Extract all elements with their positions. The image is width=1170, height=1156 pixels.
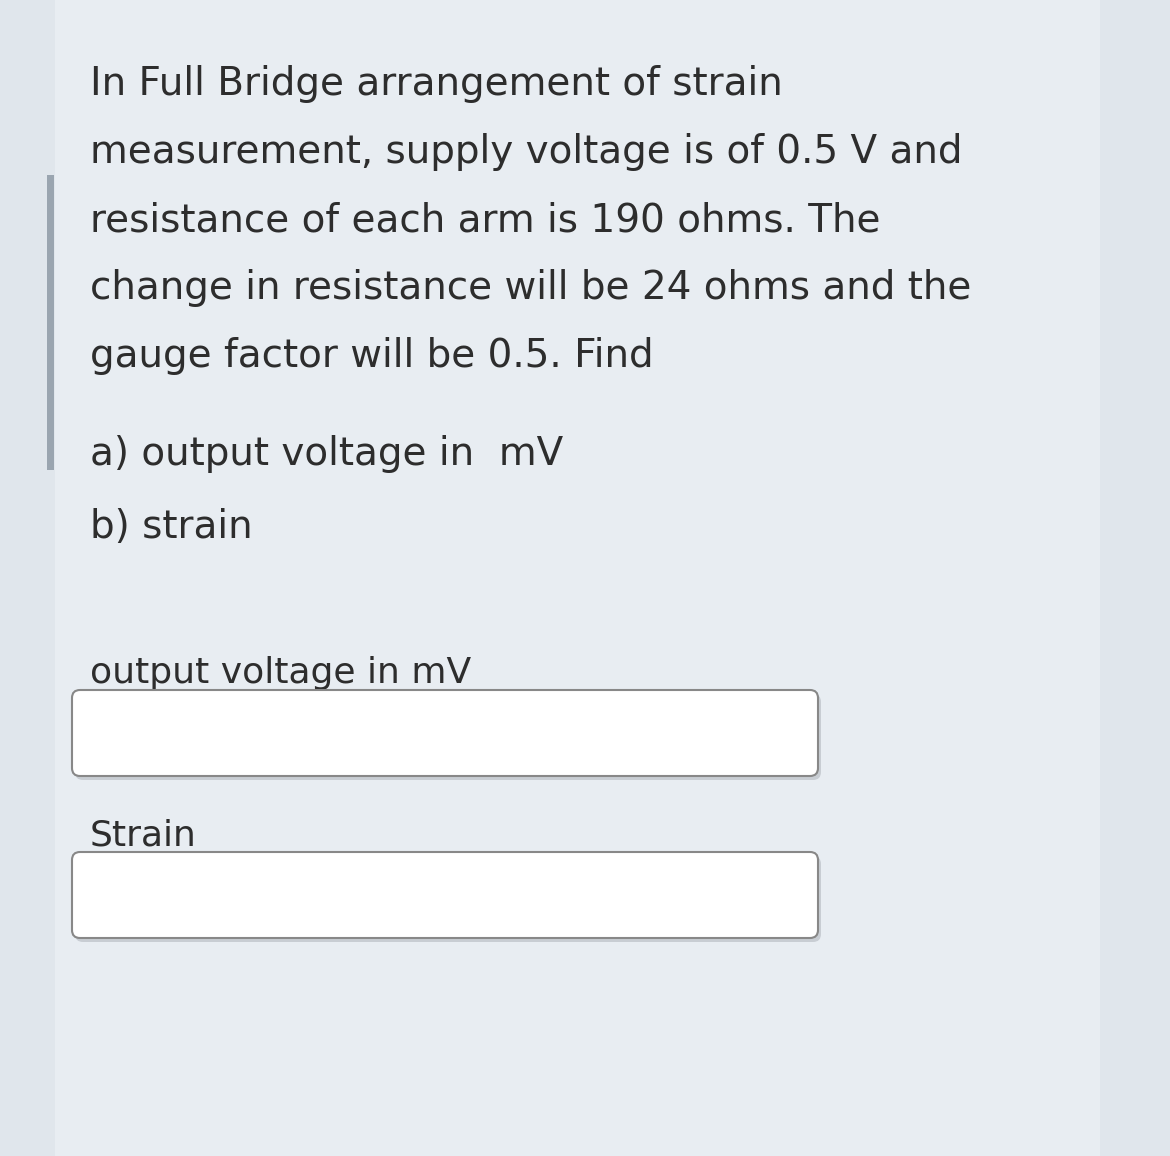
Bar <box>0 0 55 1156</box>
Text: change in resistance will be 24 ohms and the: change in resistance will be 24 ohms and… <box>90 269 971 307</box>
Bar <box>47 175 54 470</box>
Text: measurement, supply voltage is of 0.5 V and: measurement, supply voltage is of 0.5 V … <box>90 133 963 171</box>
FancyBboxPatch shape <box>75 694 821 780</box>
Text: b) strain: b) strain <box>90 507 253 546</box>
Text: resistance of each arm is 190 ohms. The: resistance of each arm is 190 ohms. The <box>90 201 881 239</box>
Bar <box>1100 0 1170 1156</box>
FancyBboxPatch shape <box>75 855 821 942</box>
Text: output voltage in mV: output voltage in mV <box>90 655 472 690</box>
FancyBboxPatch shape <box>73 852 818 938</box>
Text: In Full Bridge arrangement of strain: In Full Bridge arrangement of strain <box>90 65 783 103</box>
Text: Strain: Strain <box>90 818 197 852</box>
Text: gauge factor will be 0.5. Find: gauge factor will be 0.5. Find <box>90 338 654 375</box>
Text: a) output voltage in  mV: a) output voltage in mV <box>90 435 563 473</box>
FancyBboxPatch shape <box>73 690 818 776</box>
